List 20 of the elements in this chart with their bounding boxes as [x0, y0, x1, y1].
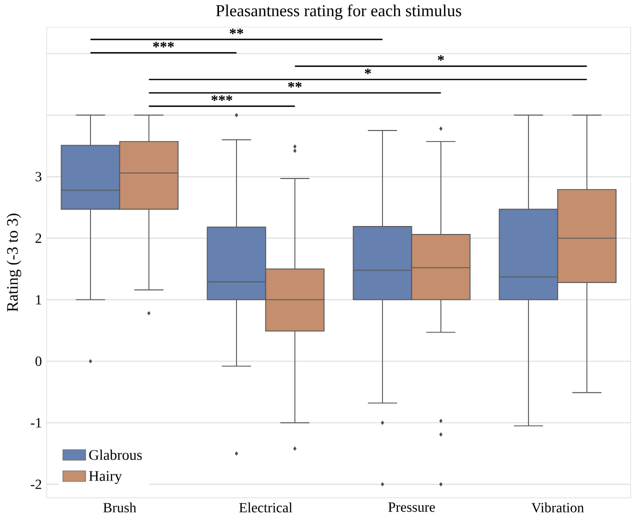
y-tick-label: 0 [35, 356, 42, 366]
annotation: * [438, 55, 444, 61]
annotation: * [364, 68, 371, 74]
y-axis-title: Rating (-3 to 3) [6, 214, 22, 312]
x-tick-label: Pressure [388, 502, 435, 512]
annotation: *** [153, 42, 174, 48]
x-tick-label: Electrical [239, 502, 292, 512]
x-tick-label: Vibration [531, 502, 584, 513]
annotation: *** [211, 95, 232, 101]
legend-label: Hairy [89, 471, 122, 484]
chart-title: Pleasantness rating for each stimulus [216, 4, 462, 20]
y-tick-label: -1 [30, 418, 42, 428]
annotation: ** [288, 82, 302, 88]
legend-label: Glabrous [89, 450, 142, 460]
y-tick-label: 3 [36, 172, 42, 182]
y-tick-label: -2 [30, 480, 42, 490]
y-tick-label: 1 [36, 295, 42, 304]
annotation: ** [230, 28, 244, 34]
y-tick-label: 2 [36, 234, 42, 243]
x-tick-label: Brush [103, 502, 136, 512]
